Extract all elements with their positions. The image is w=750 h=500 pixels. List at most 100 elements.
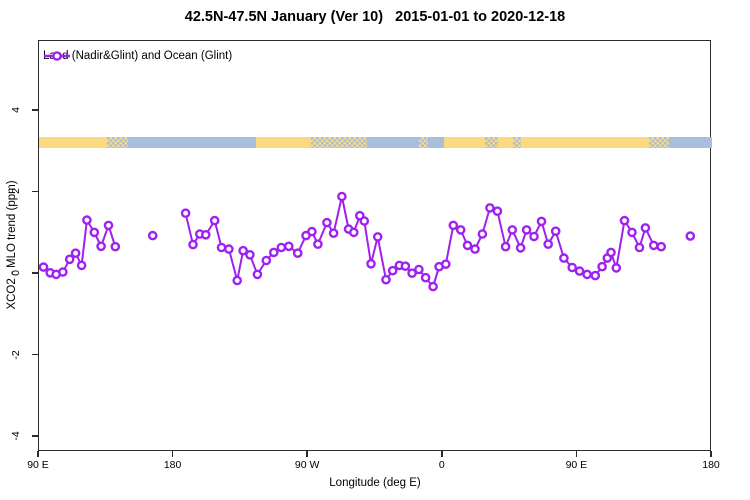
map-strip-segment-ocean (127, 137, 256, 148)
data-point-marker (307, 226, 317, 237)
map-strip-segment-land (521, 137, 650, 148)
data-point-marker (209, 215, 220, 226)
data-point-marker (567, 262, 578, 273)
data-point-marker (381, 274, 391, 285)
data-point-marker (462, 240, 473, 251)
data-point-marker (372, 232, 383, 242)
data-point-marker (359, 216, 370, 226)
data-point-marker (89, 227, 100, 238)
map-strip-segment-coast (311, 137, 367, 148)
data-point-marker (407, 268, 417, 278)
data-point-marker (96, 241, 106, 252)
data-point-marker (328, 228, 339, 238)
data-point-marker (590, 270, 601, 281)
legend-label: Land (Nadir&Glint) and Ocean (Glint) (43, 50, 233, 62)
map-strip-segment-land (39, 137, 108, 148)
x-tick-mark (37, 451, 39, 457)
data-point-marker (521, 225, 532, 235)
data-point-marker (76, 260, 87, 271)
data-point-marker (515, 243, 526, 253)
y-tick-mark (32, 190, 38, 193)
data-point-marker (82, 215, 92, 225)
x-tick-mark (306, 451, 308, 457)
data-point-marker (550, 226, 561, 236)
data-point-marker (619, 215, 630, 226)
x-tick-label: 0 (438, 459, 445, 471)
data-point-marker (582, 269, 592, 280)
data-point-marker (200, 229, 211, 240)
map-strip-segment-coast (107, 137, 128, 148)
data-point-marker (500, 241, 511, 252)
map-strip-segment-coast (513, 137, 522, 148)
data-point-marker (492, 206, 503, 216)
data-point-marker (634, 242, 645, 253)
data-point-marker (224, 244, 234, 254)
y-tick-mark (32, 109, 38, 111)
y-tick-label: -2 (10, 349, 22, 360)
data-point-marker (245, 249, 255, 260)
chart-title: 42.5N-47.5N January (Ver 10) 2015-01-01 … (184, 9, 566, 25)
data-point-marker (39, 262, 49, 272)
y-tick-mark (32, 272, 38, 274)
data-point-marker (313, 239, 323, 249)
data-point-marker (261, 255, 272, 266)
y-tick-label: 4 (10, 106, 22, 113)
data-point-marker (627, 227, 637, 238)
data-point-marker (448, 220, 459, 231)
data-point-marker (574, 266, 585, 276)
data-point-marker (440, 259, 451, 269)
data-point-marker (110, 241, 121, 252)
data-point-marker (420, 272, 431, 283)
data-point-marker (322, 217, 332, 228)
map-strip-segment-land (255, 137, 312, 148)
map-strip-segment-ocean (366, 137, 419, 148)
data-point-marker (648, 240, 659, 251)
x-tick-label: 180 (163, 459, 182, 471)
data-point-marker (387, 265, 398, 276)
map-strip-segment-land (498, 137, 514, 148)
legend: Land (Nadir&Glint) and Ocean (Glint) (43, 50, 232, 62)
y-tick-label: -4 (10, 431, 22, 441)
y-tick-label: 0 (10, 270, 22, 276)
data-point-marker (252, 269, 263, 280)
data-point-marker (414, 264, 424, 275)
map-strip-segment-coast (649, 137, 669, 148)
data-point-marker (58, 267, 68, 277)
data-point-marker (470, 244, 480, 254)
data-point-marker (529, 231, 539, 242)
x-tick-label: 90 E (565, 459, 588, 471)
data-point-marker (428, 281, 438, 292)
map-strip-segment-ocean (427, 137, 445, 148)
x-tick-mark (710, 451, 712, 457)
y-axis-title: XCO2 - MLO trend (ppm) (5, 180, 18, 310)
map-strip-segment-ocean (668, 137, 712, 148)
x-tick-label: 90 E (27, 459, 49, 471)
data-point-marker (238, 245, 248, 256)
data-point-marker (536, 216, 547, 227)
data-point-marker (232, 275, 242, 286)
data-point-marker (70, 248, 81, 258)
plot-area: Land (Nadir&Glint) and Ocean (Glint) (38, 40, 712, 451)
data-point-marker (485, 203, 495, 213)
data-point-marker (543, 239, 554, 249)
data-point-marker (611, 263, 622, 273)
x-tick-mark (171, 451, 174, 457)
data-point-marker (685, 231, 696, 241)
legend-marker-icon (44, 51, 70, 61)
data-point-marker (268, 247, 279, 258)
data-point-marker (559, 253, 569, 263)
data-point-marker (455, 225, 466, 235)
data-point-marker (188, 239, 198, 250)
data-point-marker (348, 227, 359, 238)
data-point-marker (606, 247, 616, 258)
x-tick-mark (441, 451, 443, 457)
data-point-marker (283, 241, 294, 252)
y-tick-mark (32, 353, 38, 356)
y-tick-mark (32, 435, 38, 437)
map-strip-segment-land (444, 137, 485, 148)
data-point-marker (337, 191, 347, 202)
data-point-marker (103, 220, 114, 231)
data-point-marker (597, 261, 607, 272)
data-point-marker (366, 258, 376, 269)
